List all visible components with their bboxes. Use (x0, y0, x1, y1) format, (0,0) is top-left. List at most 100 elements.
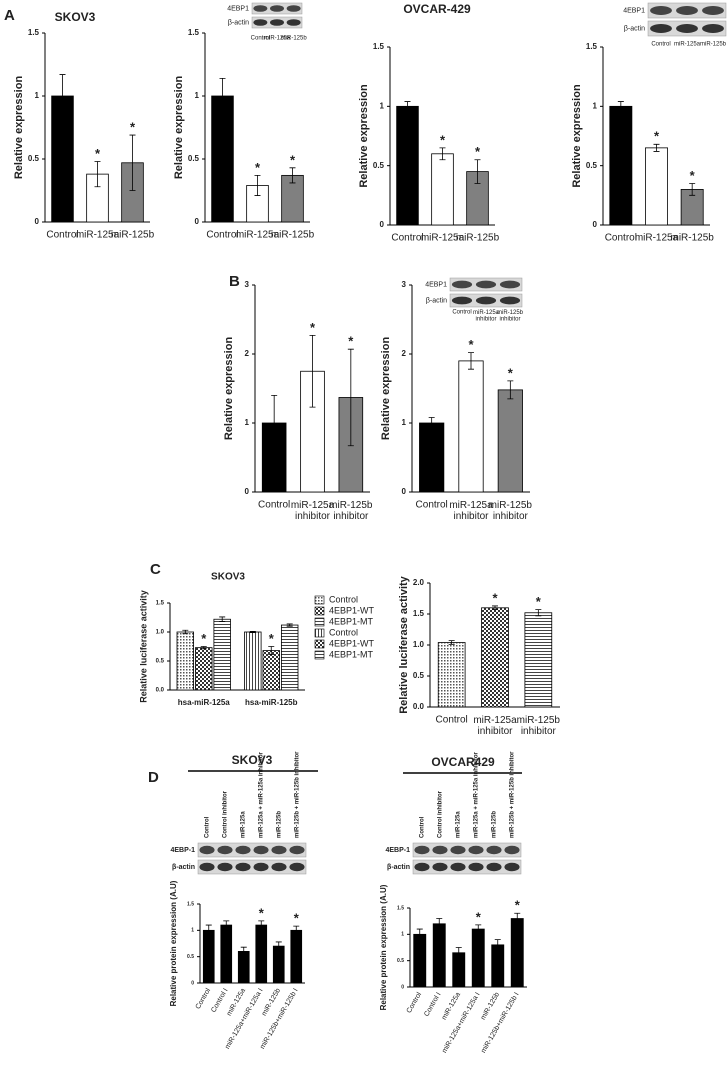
y-axis-label: Relative expression (223, 337, 235, 441)
blot-row-label: 4EBP1 (623, 7, 645, 14)
y-tick-label: 0.0 (156, 688, 165, 694)
panel-label: C (150, 561, 161, 578)
y-axis-label: Relative luciferase activity (138, 590, 148, 703)
y-tick-label: 1.0 (156, 630, 165, 636)
blot-row-label: 4EBP-1 (385, 847, 410, 854)
y-axis-label: Relative expression (380, 337, 392, 441)
significance-mark: * (310, 320, 316, 335)
blot-band (486, 862, 502, 872)
panel-label: A (4, 7, 15, 24)
significance-mark: * (515, 898, 521, 913)
panel-label: B (229, 273, 240, 290)
chart-title: OVCAR429 (431, 755, 495, 769)
blot-band (499, 280, 521, 289)
blot-lane-label: miR-125a + miR-125a inhibitor (474, 751, 480, 838)
y-tick-label: 1.5 (187, 901, 194, 907)
error-bar (309, 334, 316, 408)
y-tick-label: 0 (245, 487, 250, 496)
blot-band (432, 845, 448, 855)
legend-swatch (314, 628, 325, 638)
bar (497, 389, 523, 493)
x-tick-label: hsa-miR-125b (245, 698, 298, 707)
blot-band (217, 862, 233, 872)
bar (272, 945, 285, 984)
significance-mark: * (440, 132, 446, 147)
significance-mark: * (290, 152, 296, 167)
y-tick-label: 1.5 (413, 609, 425, 618)
y-tick-label: 1 (593, 101, 598, 110)
bar (481, 607, 509, 708)
blot-band (702, 6, 724, 15)
error-bar (475, 924, 482, 934)
blot-band (253, 862, 269, 872)
bar (280, 624, 299, 691)
error-bar (492, 605, 498, 611)
x-tick-label: Control I (423, 991, 442, 1017)
error-bar (289, 167, 296, 184)
chart-title: SKOV3 (55, 10, 96, 24)
blot-band (702, 24, 724, 33)
significance-mark: * (130, 119, 136, 134)
error-bar (617, 101, 624, 112)
blot-lane-label: miR-125a (456, 811, 462, 838)
error-bar (448, 640, 455, 645)
significance-mark: * (654, 129, 660, 144)
error-bar (94, 161, 101, 188)
error-bar (223, 920, 230, 930)
x-tick-label: miR-125a (635, 233, 679, 244)
blot-lane-label: miR-125a (674, 42, 701, 48)
blot-row-label: 4EBP-1 (170, 847, 195, 854)
blot-lane-label: miR-125a inhibitor (473, 310, 500, 323)
error-bar (200, 646, 207, 650)
blot-band (289, 845, 305, 855)
x-tick-label: Control (206, 230, 238, 241)
y-tick-label: 1.5 (397, 905, 404, 911)
error-bar (474, 159, 481, 184)
blot-lane-label: miR-125a (241, 811, 247, 838)
legend-label: 4EBP1-WT (329, 605, 375, 615)
y-tick-label: 1 (35, 91, 40, 100)
blot-lane-label: Control inhibitor (223, 790, 229, 838)
bar (437, 642, 466, 708)
error-bar (129, 134, 136, 191)
blot-lane-label: miR-125b inhibitor (497, 310, 524, 323)
blot-row-label: β-actin (172, 864, 195, 871)
bar (290, 929, 303, 984)
y-tick-label: 1 (191, 928, 194, 934)
blot-lane-label: miR-125b + miR-125b inhibitor (510, 751, 516, 838)
y-tick-label: 0.5 (187, 954, 194, 960)
y-tick-label: 0.5 (373, 161, 385, 170)
y-axis-label: Relative protein expression (A.U) (379, 884, 388, 1010)
bar (524, 612, 553, 708)
blot-lane-label: miR-125b (492, 811, 498, 838)
x-tick-label: hsa-miR-125a (178, 698, 231, 707)
blot-band (414, 845, 430, 855)
blot-lane-label: Control (205, 816, 211, 838)
blot-band (199, 845, 215, 855)
blot-row-label: β-actin (426, 297, 447, 304)
blot-row-label: β-actin (624, 25, 645, 32)
blot-band (270, 5, 284, 12)
y-axis-label: Relative luciferase activity (398, 575, 410, 713)
bar (458, 360, 484, 493)
x-tick-label: miR-125a inhibitor (449, 500, 493, 522)
blot-lane-label: miR-125b + miR-125b inhibitor (295, 751, 301, 838)
error-bar (182, 629, 189, 635)
legend-swatch (314, 639, 325, 649)
blot-band (199, 862, 215, 872)
significance-mark: * (201, 631, 207, 646)
blot-band (451, 296, 473, 305)
y-tick-label: 1.5 (373, 42, 385, 51)
y-axis-label: Relative expression (358, 84, 370, 188)
error-bar (507, 380, 514, 400)
x-tick-label: miR-125b (456, 233, 500, 244)
blot-lane-label: Control (420, 816, 426, 838)
chart-title: SKOV3 (211, 572, 245, 583)
blot-band (504, 845, 520, 855)
error-bar (254, 174, 261, 196)
x-tick-label: Control (416, 500, 448, 511)
x-tick-label: miR-125b inhibitor (329, 500, 373, 522)
significance-mark: * (492, 590, 498, 605)
y-tick-label: 0.5 (586, 161, 598, 170)
significance-mark: * (475, 144, 481, 159)
